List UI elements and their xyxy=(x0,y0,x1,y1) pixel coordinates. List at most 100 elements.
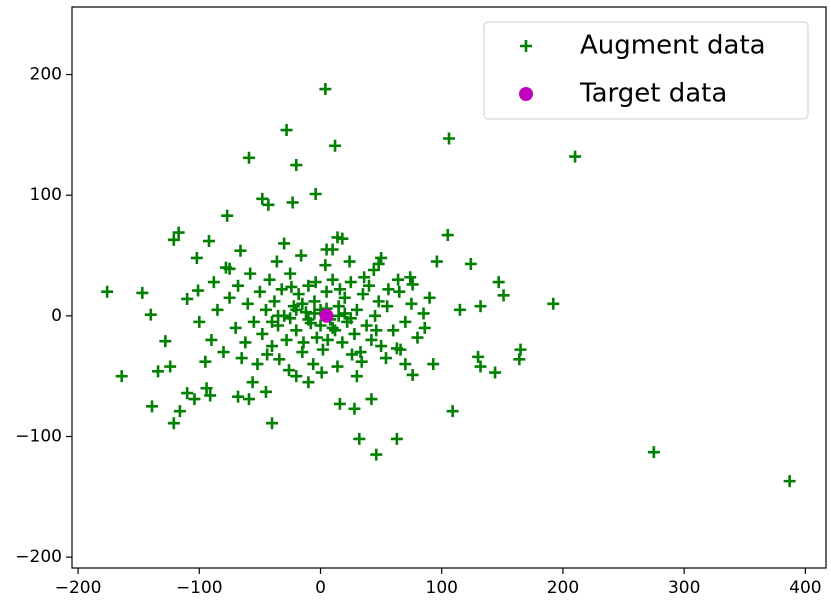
point xyxy=(569,150,582,163)
point xyxy=(310,331,323,344)
point xyxy=(278,237,291,250)
x-tick-label: 300 xyxy=(668,578,700,598)
point xyxy=(319,83,332,96)
point xyxy=(362,279,375,292)
point xyxy=(181,387,194,400)
point xyxy=(205,333,218,346)
point xyxy=(219,261,232,274)
point xyxy=(314,319,327,332)
point xyxy=(321,333,334,346)
point xyxy=(348,402,361,415)
point xyxy=(406,368,419,381)
point xyxy=(217,346,230,359)
point xyxy=(273,353,286,366)
point xyxy=(441,229,454,242)
point xyxy=(394,343,407,356)
y-tick-label: −200 xyxy=(15,547,62,567)
point xyxy=(259,385,272,398)
point xyxy=(356,288,369,301)
point xyxy=(319,308,334,323)
point xyxy=(355,355,368,368)
point xyxy=(266,315,279,328)
point xyxy=(268,295,281,308)
point xyxy=(242,393,255,406)
point xyxy=(379,352,392,365)
point xyxy=(296,297,309,310)
point xyxy=(358,271,371,284)
point xyxy=(164,360,177,373)
point xyxy=(405,297,418,310)
point xyxy=(232,279,245,292)
y-tick-label: 100 xyxy=(30,185,62,205)
point xyxy=(302,313,315,326)
point xyxy=(513,353,526,366)
point xyxy=(647,446,660,459)
x-tick-label: 200 xyxy=(547,578,579,598)
point xyxy=(235,352,248,365)
point xyxy=(547,297,560,310)
point xyxy=(244,267,257,280)
point xyxy=(261,348,274,361)
point xyxy=(343,255,356,268)
point xyxy=(263,273,276,286)
point xyxy=(336,232,349,245)
point xyxy=(266,340,279,353)
point xyxy=(336,336,349,349)
point xyxy=(167,233,180,246)
legend-box xyxy=(483,21,809,120)
point xyxy=(497,289,510,302)
point xyxy=(207,276,220,289)
point xyxy=(115,370,128,383)
point xyxy=(247,315,260,328)
point xyxy=(338,291,351,304)
point xyxy=(387,324,400,337)
point xyxy=(372,295,385,308)
point xyxy=(443,132,455,145)
point xyxy=(392,273,405,286)
point xyxy=(332,309,345,322)
point xyxy=(453,303,466,316)
y-tick-label: −100 xyxy=(15,426,62,446)
point xyxy=(348,327,361,340)
point xyxy=(262,198,275,211)
point xyxy=(259,303,272,316)
x-tick-label: −100 xyxy=(176,578,223,598)
point xyxy=(202,235,215,248)
point xyxy=(427,358,440,371)
point xyxy=(286,196,299,209)
point xyxy=(472,350,485,363)
point xyxy=(270,255,283,268)
point xyxy=(411,331,424,344)
point xyxy=(136,286,149,299)
point xyxy=(223,291,236,304)
point xyxy=(320,285,333,298)
legend-marker xyxy=(519,87,533,101)
point xyxy=(284,312,297,325)
x-tick-label: 0 xyxy=(315,578,326,598)
point xyxy=(489,366,502,379)
point xyxy=(418,321,431,334)
point xyxy=(360,319,373,332)
point xyxy=(221,209,234,222)
point xyxy=(241,297,254,310)
point xyxy=(399,358,412,371)
point xyxy=(367,264,380,277)
point xyxy=(370,324,383,337)
point xyxy=(430,255,443,268)
point xyxy=(369,309,382,322)
point xyxy=(190,251,203,264)
point xyxy=(290,324,303,337)
point xyxy=(326,243,339,256)
point xyxy=(474,360,487,373)
point xyxy=(282,364,295,377)
point xyxy=(308,307,321,320)
point xyxy=(256,192,269,205)
point xyxy=(272,309,285,322)
legend-marker xyxy=(520,40,532,52)
point xyxy=(329,139,342,152)
point xyxy=(292,288,305,301)
point xyxy=(365,333,378,346)
point xyxy=(242,151,255,164)
point xyxy=(474,300,487,313)
y-tick-label: 0 xyxy=(51,306,62,326)
